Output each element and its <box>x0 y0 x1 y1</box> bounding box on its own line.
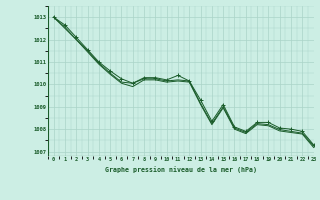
X-axis label: Graphe pression niveau de la mer (hPa): Graphe pression niveau de la mer (hPa) <box>105 166 257 173</box>
